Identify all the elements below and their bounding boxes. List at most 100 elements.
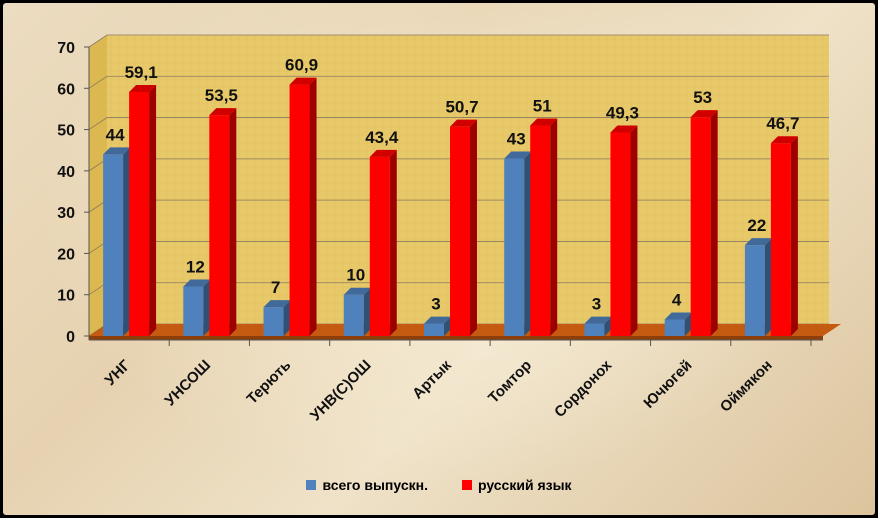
bar-front: [263, 307, 284, 336]
bar-front: [209, 115, 230, 336]
bar-side: [203, 279, 211, 336]
bar-side: [550, 118, 558, 336]
gridline: [88, 34, 829, 48]
bar-top: [664, 312, 692, 320]
x-axis: УНГ УНСОШ Терють УНВ(С)ОШ Артык Томтор Сордоно…: [89, 339, 823, 425]
bar-top: [103, 147, 131, 155]
bar-front: [369, 156, 390, 336]
data-label: 51: [533, 96, 552, 115]
y-tick-label: 30: [57, 205, 75, 222]
bar-side: [684, 312, 692, 336]
floor-edge: [89, 336, 823, 340]
legend-swatch-red: [461, 480, 472, 490]
bar-side: [604, 316, 612, 336]
bar-top: [263, 300, 291, 308]
bar-front: [770, 143, 791, 336]
bar-front: [129, 92, 150, 336]
bar-front: [690, 117, 711, 336]
y-tick-label: 40: [57, 164, 75, 181]
bar-side: [389, 149, 397, 336]
data-label: 43: [507, 129, 526, 148]
y-axis: 0 10 20 30 40 50 60 70: [57, 40, 90, 346]
data-label: 3: [431, 295, 440, 314]
bar-top: [770, 136, 798, 144]
y-tick-label: 60: [57, 81, 75, 98]
bar-top: [504, 151, 532, 159]
bar-top: [610, 125, 638, 133]
bar-front: [744, 245, 765, 336]
x-category-label: Томтор: [485, 357, 535, 407]
bar-side: [444, 316, 451, 336]
bar-front: [103, 154, 124, 336]
bar-top: [690, 110, 718, 118]
data-label: 44: [106, 125, 125, 144]
bar-front: [343, 294, 364, 336]
bar-top: [744, 238, 772, 246]
legend-label: русский язык: [477, 477, 572, 493]
bar-side: [524, 151, 532, 336]
data-label: 53: [693, 88, 712, 107]
bar-top: [424, 316, 451, 324]
bar-side: [283, 300, 291, 336]
bar-front: [664, 319, 685, 336]
bar-front: [424, 323, 444, 336]
data-labels: 44 59,1 12 53,5 7 60,9 10 43,4 3 50,7 43 51 3 49,3 4 53…: [106, 56, 800, 314]
bar-front: [530, 125, 551, 336]
x-category-label: УНСОШ: [162, 357, 215, 410]
bar-side: [309, 77, 317, 336]
bar-top: [584, 316, 612, 324]
data-label: 3: [592, 295, 601, 314]
data-label: 10: [346, 266, 365, 285]
gridline: [88, 117, 829, 130]
bar-side: [123, 147, 131, 336]
legend-label: всего выпускн.: [322, 477, 428, 493]
y-tick-label: 0: [66, 329, 75, 346]
bar-side: [710, 110, 718, 336]
y-tick-label: 10: [57, 288, 75, 305]
bar-side: [790, 136, 798, 336]
bar-front: [584, 323, 605, 336]
bar-front: [183, 286, 204, 336]
y-tick-label: 20: [57, 246, 75, 263]
legend: всего выпускн. русский язык: [3, 477, 875, 493]
data-label: 60,9: [285, 56, 318, 75]
data-label: 50,7: [445, 98, 478, 117]
bar-front: [504, 158, 525, 336]
bar-top: [289, 77, 317, 85]
side-wall: [89, 35, 107, 336]
gridline: [88, 75, 829, 89]
data-label: 7: [271, 278, 280, 297]
bar-front: [289, 84, 310, 336]
data-label: 22: [747, 216, 766, 235]
data-label: 12: [186, 257, 205, 276]
data-label: 46,7: [766, 114, 799, 133]
bar-front: [450, 126, 470, 336]
chart-frame: 0 10 20 30 40 50 60 70 44 59,1 12 53,5 7 60,9 10 43,4 3…: [3, 3, 875, 515]
x-category-label: Оймякон: [717, 357, 776, 416]
bar-top: [209, 108, 237, 116]
x-category-label: Терють: [244, 357, 295, 408]
bar-top: [183, 279, 211, 287]
x-category-label: Сордонох: [551, 356, 616, 421]
bar-side: [764, 238, 772, 336]
bar-top: [129, 85, 157, 93]
x-category-label: Артык: [409, 356, 455, 402]
bars: [103, 77, 798, 336]
data-label: 59,1: [125, 63, 158, 82]
legend-item-series-2: русский язык: [461, 477, 572, 493]
y-tick-label: 70: [57, 40, 75, 57]
legend-swatch-blue: [306, 480, 317, 490]
bar-chart: 0 10 20 30 40 50 60 70 44 59,1 12 53,5 7 60,9 10 43,4 3…: [57, 34, 841, 425]
bar-side: [229, 108, 237, 336]
data-label: 53,5: [205, 86, 238, 105]
bar-front: [610, 132, 631, 336]
bar-side: [470, 119, 477, 336]
data-label: 4: [672, 290, 682, 309]
x-category-label: УНВ(С)ОШ: [307, 357, 375, 425]
bar-top: [450, 119, 477, 127]
bar-top: [369, 149, 397, 157]
bar-side: [149, 85, 157, 336]
x-category-label: Ючюгей: [640, 357, 695, 412]
bar-top: [530, 118, 558, 126]
legend-item-series-1: всего выпускн.: [306, 477, 428, 493]
